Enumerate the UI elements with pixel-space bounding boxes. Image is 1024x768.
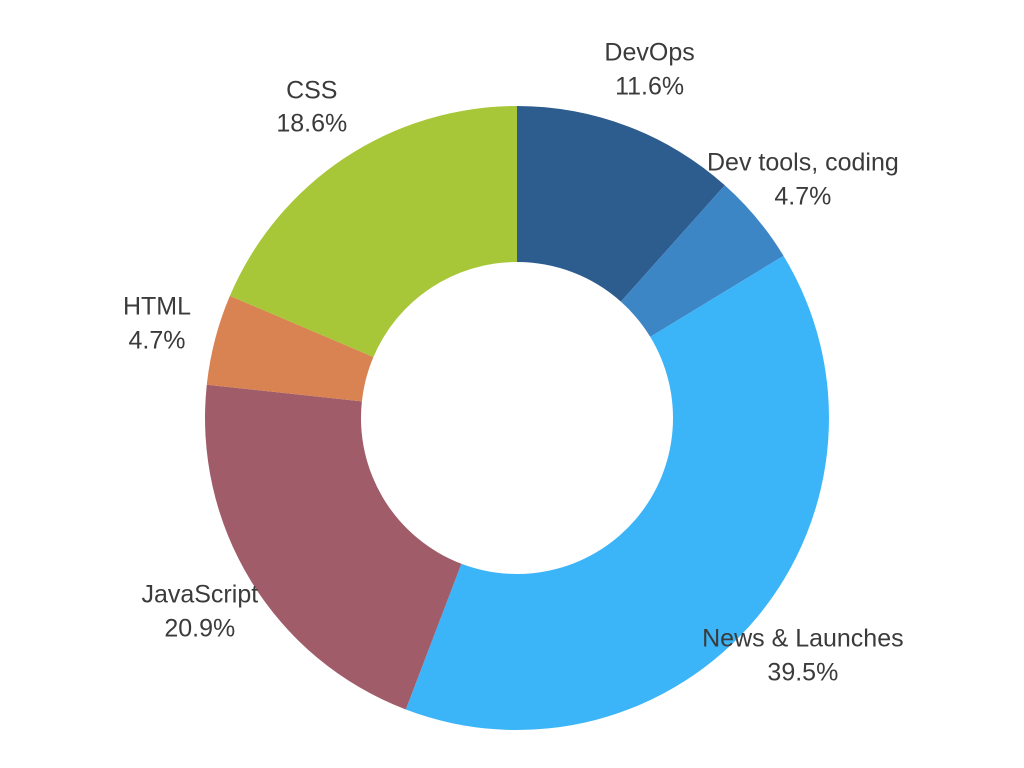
- pie-slice-news-launches[interactable]: [405, 255, 829, 730]
- pie-slice-dev-tools-coding[interactable]: [620, 185, 784, 337]
- pie-slice-css[interactable]: [229, 106, 517, 357]
- pie-slice-html[interactable]: [206, 295, 374, 402]
- pie-slice-javascript[interactable]: [205, 384, 462, 710]
- pie-slice-devops[interactable]: [517, 106, 725, 302]
